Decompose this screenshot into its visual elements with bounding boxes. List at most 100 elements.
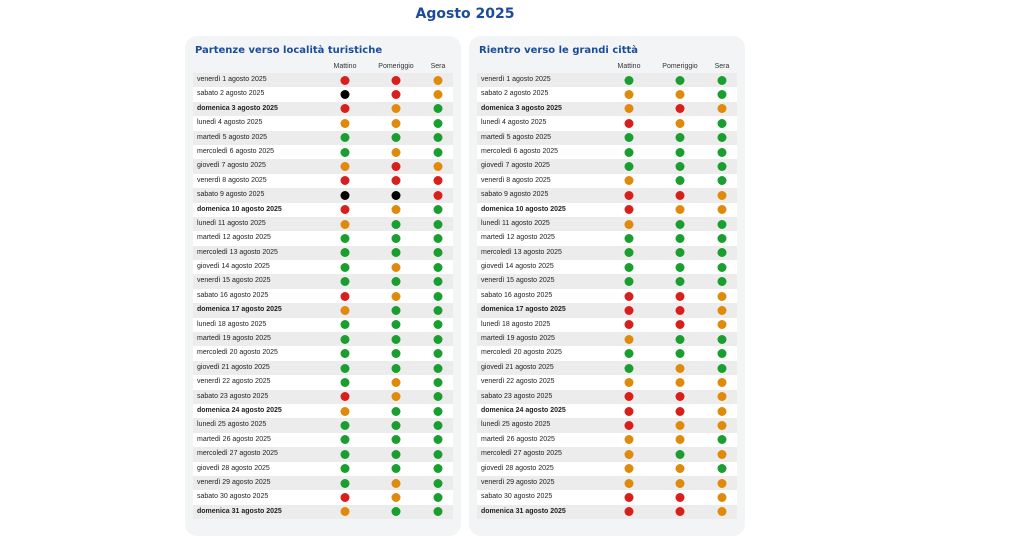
traffic-indicator-afternoon <box>391 176 401 186</box>
table-row: giovedì 7 agosto 2025 <box>193 159 453 174</box>
row-date: sabato 30 agosto 2025 <box>197 493 269 501</box>
table-row: mercoledì 13 agosto 2025 <box>477 245 737 261</box>
traffic-indicator-evening <box>433 190 443 200</box>
traffic-indicator-evening <box>717 507 727 517</box>
table-row: martedì 12 agosto 2025 <box>193 231 453 246</box>
traffic-indicator-afternoon <box>391 233 401 243</box>
traffic-indicator-morning <box>624 435 634 445</box>
traffic-indicator-afternoon <box>391 406 401 416</box>
traffic-indicator-afternoon <box>391 449 401 459</box>
row-date: domenica 17 agosto 2025 <box>481 306 566 314</box>
row-date: martedì 19 agosto 2025 <box>197 335 271 343</box>
table-row: lunedì 11 agosto 2025 <box>193 216 453 232</box>
table-row: giovedì 14 agosto 2025 <box>477 260 737 275</box>
traffic-indicator-afternoon <box>675 133 685 143</box>
traffic-indicator-morning <box>624 406 634 416</box>
traffic-indicator-afternoon <box>675 305 685 315</box>
traffic-indicator-afternoon <box>675 449 685 459</box>
row-date: giovedì 14 agosto 2025 <box>481 263 554 271</box>
row-date: martedì 12 agosto 2025 <box>197 234 271 242</box>
traffic-indicator-morning <box>340 162 350 172</box>
traffic-indicator-evening <box>433 291 443 301</box>
traffic-indicator-afternoon <box>391 377 401 387</box>
traffic-indicator-morning <box>624 205 634 215</box>
traffic-indicator-morning <box>340 248 350 258</box>
traffic-indicator-morning <box>624 147 634 157</box>
row-date: sabato 23 agosto 2025 <box>481 392 553 400</box>
traffic-indicator-afternoon <box>391 133 401 143</box>
traffic-indicator-afternoon <box>391 190 401 200</box>
traffic-indicator-morning <box>624 377 634 387</box>
traffic-indicator-afternoon <box>391 205 401 215</box>
table-row: giovedì 28 agosto 2025 <box>193 461 453 476</box>
traffic-indicator-morning <box>624 176 634 186</box>
traffic-indicator-morning <box>624 233 634 243</box>
traffic-indicator-morning <box>340 349 350 359</box>
row-date: venerdì 1 agosto 2025 <box>197 76 267 83</box>
row-date: venerdì 8 agosto 2025 <box>481 176 551 184</box>
traffic-indicator-morning <box>340 305 350 315</box>
traffic-indicator-morning <box>340 233 350 243</box>
traffic-indicator-morning <box>624 190 634 200</box>
traffic-indicator-evening <box>717 349 727 359</box>
traffic-indicator-afternoon <box>675 320 685 330</box>
row-date: martedì 12 agosto 2025 <box>481 234 555 242</box>
traffic-indicator-morning <box>624 133 634 143</box>
traffic-indicator-evening <box>433 162 443 172</box>
traffic-indicator-morning <box>340 147 350 157</box>
traffic-indicator-morning <box>624 334 634 344</box>
traffic-indicator-evening <box>433 305 443 315</box>
traffic-indicator-morning <box>340 219 350 229</box>
traffic-indicator-morning <box>624 392 634 402</box>
traffic-indicator-evening <box>717 90 727 100</box>
table-row: domenica 31 agosto 2025 <box>193 504 453 520</box>
traffic-indicator-morning <box>624 75 634 85</box>
traffic-indicator-evening <box>433 104 443 114</box>
traffic-indicator-afternoon <box>391 320 401 330</box>
traffic-indicator-afternoon <box>675 190 685 200</box>
table-row: sabato 30 agosto 2025 <box>477 490 737 505</box>
table-row: giovedì 21 agosto 2025 <box>193 360 453 376</box>
traffic-indicator-afternoon <box>675 363 685 373</box>
traffic-indicator-morning <box>624 320 634 330</box>
traffic-indicator-afternoon <box>675 493 685 503</box>
table-row: venerdì 1 agosto 2025 <box>193 73 453 88</box>
traffic-indicator-morning <box>624 104 634 114</box>
traffic-indicator-morning <box>340 392 350 402</box>
traffic-indicator-evening <box>433 464 443 474</box>
row-date: domenica 10 agosto 2025 <box>197 205 282 213</box>
table-row: domenica 24 agosto 2025 <box>193 403 453 419</box>
traffic-indicator-evening <box>717 392 727 402</box>
traffic-indicator-evening <box>717 421 727 431</box>
table-row: lunedì 4 agosto 2025 <box>477 116 737 131</box>
traffic-indicator-evening <box>433 478 443 488</box>
row-date: domenica 24 agosto 2025 <box>197 406 282 414</box>
row-date: martedì 26 agosto 2025 <box>481 435 555 443</box>
traffic-indicator-afternoon <box>391 291 401 301</box>
traffic-indicator-afternoon <box>391 334 401 344</box>
traffic-indicator-evening <box>433 90 443 100</box>
row-date: martedì 5 agosto 2025 <box>197 133 268 141</box>
traffic-indicator-evening <box>717 449 727 459</box>
row-date: venerdì 1 agosto 2025 <box>481 76 551 83</box>
traffic-indicator-morning <box>340 334 350 344</box>
table-row: domenica 10 agosto 2025 <box>477 202 737 217</box>
traffic-indicator-morning <box>340 421 350 431</box>
table-row: giovedì 28 agosto 2025 <box>477 461 737 476</box>
traffic-indicator-morning <box>624 90 634 100</box>
row-date: giovedì 21 agosto 2025 <box>197 363 270 371</box>
traffic-indicator-evening <box>433 449 443 459</box>
traffic-indicator-morning <box>624 118 634 128</box>
traffic-indicator-afternoon <box>675 90 685 100</box>
traffic-indicator-afternoon <box>391 104 401 114</box>
row-date: domenica 31 agosto 2025 <box>481 507 566 515</box>
table-row: domenica 10 agosto 2025 <box>193 202 453 217</box>
table-row: sabato 23 agosto 2025 <box>477 389 737 404</box>
traffic-indicator-morning <box>340 320 350 330</box>
traffic-indicator-afternoon <box>391 118 401 128</box>
column-header-afternoon: Pomeriggio <box>378 63 414 70</box>
traffic-indicator-afternoon <box>675 75 685 85</box>
table-row: mercoledì 20 agosto 2025 <box>477 346 737 361</box>
row-date: martedì 26 agosto 2025 <box>197 435 271 443</box>
row-date: venerdì 29 agosto 2025 <box>197 478 271 486</box>
